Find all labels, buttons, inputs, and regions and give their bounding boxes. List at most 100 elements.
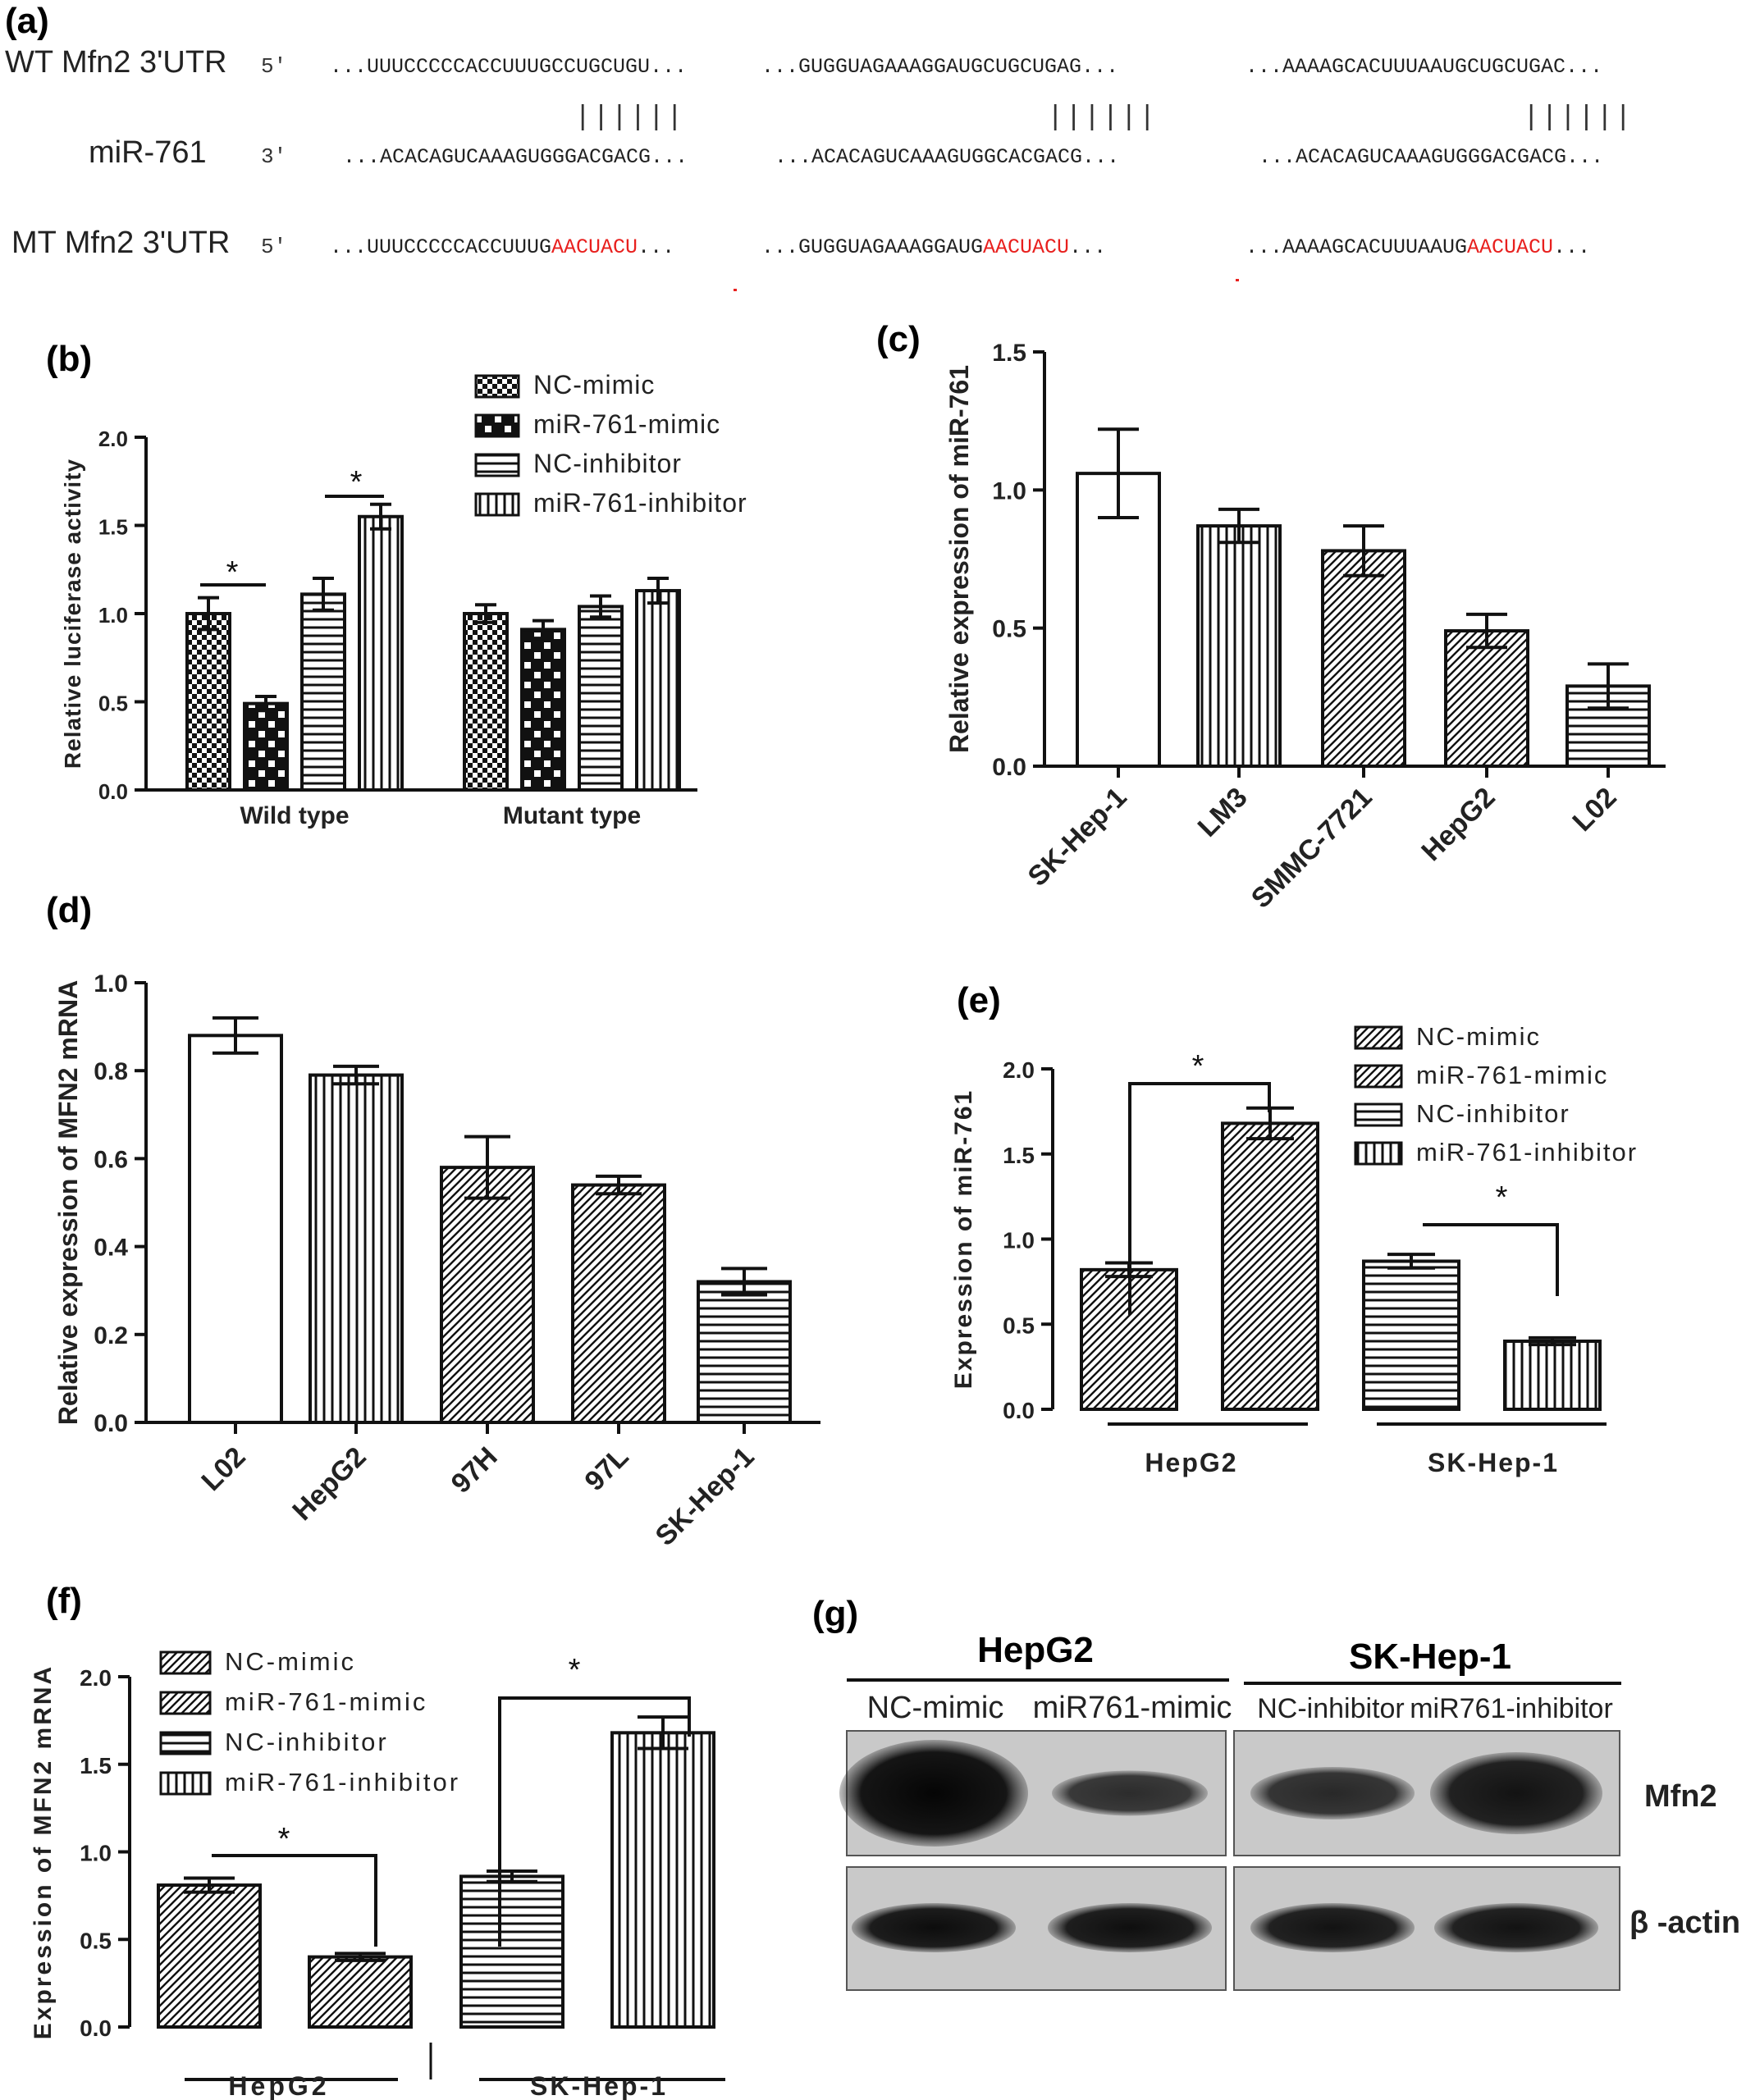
bar	[1221, 1121, 1319, 1412]
y-tick-label: 0.5	[992, 616, 1026, 643]
x-category-label: Mutant type	[503, 802, 641, 829]
mfn2-band	[1052, 1770, 1208, 1816]
legend-label: NC-mimic	[533, 370, 655, 399]
bar	[1503, 1340, 1602, 1411]
significance-star: *	[350, 465, 363, 500]
y-tick-label: 1.5	[1003, 1143, 1035, 1168]
base-pairing-marks: ||||||	[574, 103, 684, 134]
bar	[635, 589, 681, 792]
red-tick	[1236, 279, 1239, 281]
y-tick-label: 2.0	[98, 427, 128, 451]
lane-label: NC-inhibitor	[1257, 1693, 1405, 1724]
panel-f-mfn2-transfection-chart: (f) 0.0 0.5 1.0 1.5 2.0 Expression of MFN2 mR…	[30, 1581, 725, 2100]
significance-star: *	[278, 1822, 290, 1856]
legend-swatch	[474, 492, 520, 517]
y-tick-label: 1.0	[1003, 1228, 1035, 1253]
actin-band	[1434, 1903, 1598, 1952]
y-tick-label: 0.5	[98, 692, 128, 716]
bar	[1321, 549, 1406, 769]
sequence-end-label: 5'	[261, 235, 286, 259]
actin-band	[1048, 1903, 1212, 1952]
significance-bracket	[1128, 1082, 1271, 1315]
band-label-actin: β -actin	[1629, 1906, 1740, 1940]
x-category-label: HepG2	[1145, 1448, 1237, 1477]
legend-label: miR-761-inhibitor	[1416, 1138, 1638, 1166]
bar	[1196, 524, 1282, 768]
significance-bracket	[212, 1854, 377, 1947]
legend-swatch	[159, 1691, 212, 1715]
sequence-segment: ...GUGGUAGAAAGGAUGAACUACU...	[761, 235, 1106, 259]
bar	[300, 592, 346, 792]
bar	[440, 1166, 535, 1424]
legend-swatch	[159, 1731, 212, 1755]
x-category-label: HepG2	[228, 2071, 329, 2100]
bar	[358, 514, 404, 792]
sequence-row-name: WT Mfn2 3'UTR	[5, 45, 226, 80]
legend-label: NC-mimic	[225, 1647, 356, 1676]
sequence-row-name: miR-761	[89, 135, 207, 170]
y-tick-label: 0.0	[98, 779, 128, 804]
y-tick-label: 1.5	[992, 340, 1026, 367]
x-category-label: 97H	[446, 1441, 504, 1500]
red-tick	[734, 289, 737, 291]
significance-star: *	[1496, 1180, 1508, 1215]
bar	[578, 605, 624, 792]
y-tick-label: 0.0	[80, 2016, 112, 2041]
sequence-segment: ...UUUCCCCCACCUUUGAACUACU...	[330, 235, 674, 259]
legend-label: miR-761-inhibitor	[533, 488, 747, 518]
y-tick-label: 2.0	[80, 1665, 112, 1691]
bar	[1076, 472, 1161, 769]
bar	[697, 1280, 792, 1424]
significance-star: *	[226, 555, 239, 590]
y-tick-label: 0.5	[80, 1928, 112, 1953]
lane-label: miR761-inhibitor	[1410, 1693, 1613, 1724]
x-category-label: HepG2	[286, 1441, 372, 1527]
legend-swatch	[1354, 1102, 1403, 1127]
panel-e-label: (e)	[957, 980, 1001, 1020]
x-category-label: SMMC-7721	[1246, 782, 1378, 915]
panel-g-western-blot: (g) HepG2 SK-Hep-1 NC-mimic miR761-mimic N…	[812, 1594, 1740, 1991]
y-tick-label: 1.0	[94, 970, 128, 998]
panel-d-mfn2-celllines-chart: (d) 0.0 0.2 0.4 0.6 0.8 1.0 Relative expressio…	[46, 890, 820, 1552]
x-category-label: L02	[195, 1441, 251, 1497]
x-category-label: SK-Hep-1	[530, 2071, 668, 2100]
bar	[459, 1874, 564, 2029]
bar	[157, 1883, 262, 2029]
bar	[571, 1183, 666, 1425]
legend-label: NC-inhibitor	[533, 449, 682, 478]
y-tick-label: 1.0	[992, 477, 1026, 504]
mfn2-band	[839, 1740, 1028, 1847]
bar	[185, 612, 231, 792]
panel-b-luciferase-chart: (b) 0.0 0.5 1.0 1.5 2.0 Relative luciferase a…	[46, 339, 747, 829]
sequence-row-name: MT Mfn2 3'UTR	[11, 226, 230, 260]
sequence-segment: ...GUGGUAGAAAGGAUGCUGCUGAG...	[761, 55, 1118, 79]
panel-f-label: (f)	[46, 1581, 82, 1621]
blot-group-label-hepg2: HepG2	[977, 1630, 1094, 1670]
y-tick-label: 1.5	[98, 515, 128, 540]
sequence-segment: ...ACACAGUCAAAGUGGCACGACG...	[775, 145, 1119, 169]
mutated-seed-region: AACUACU	[1467, 235, 1553, 259]
actin-band	[852, 1903, 1016, 1952]
bar	[309, 1073, 404, 1425]
x-category-label: LM3	[1192, 782, 1254, 843]
base-pairing-marks: ||||||	[1523, 103, 1633, 134]
significance-star: *	[569, 1653, 581, 1687]
mfn2-band	[1430, 1752, 1602, 1834]
y-axis-title: Expression of miR-761	[950, 1089, 977, 1389]
panel-a-label: (a)	[5, 1, 49, 41]
legend-swatch	[474, 453, 520, 477]
base-pairing-marks: ||||||	[1047, 103, 1157, 134]
bar	[1362, 1259, 1460, 1411]
x-category-label: SK-Hep-1	[1428, 1448, 1559, 1477]
legend-label: miR-761-mimic	[225, 1687, 427, 1716]
sequence-end-label: 3'	[261, 144, 286, 169]
band-label-mfn2: Mfn2	[1644, 1779, 1717, 1814]
legend-swatch	[474, 413, 520, 438]
y-axis-title: Relative luciferase activity	[60, 459, 85, 769]
legend-swatch	[159, 1771, 212, 1796]
mutated-seed-region: AACUACU	[551, 235, 638, 259]
y-tick-label: 0.4	[94, 1235, 128, 1262]
legend-label: miR-761-inhibitor	[225, 1768, 460, 1796]
bar	[463, 612, 509, 792]
